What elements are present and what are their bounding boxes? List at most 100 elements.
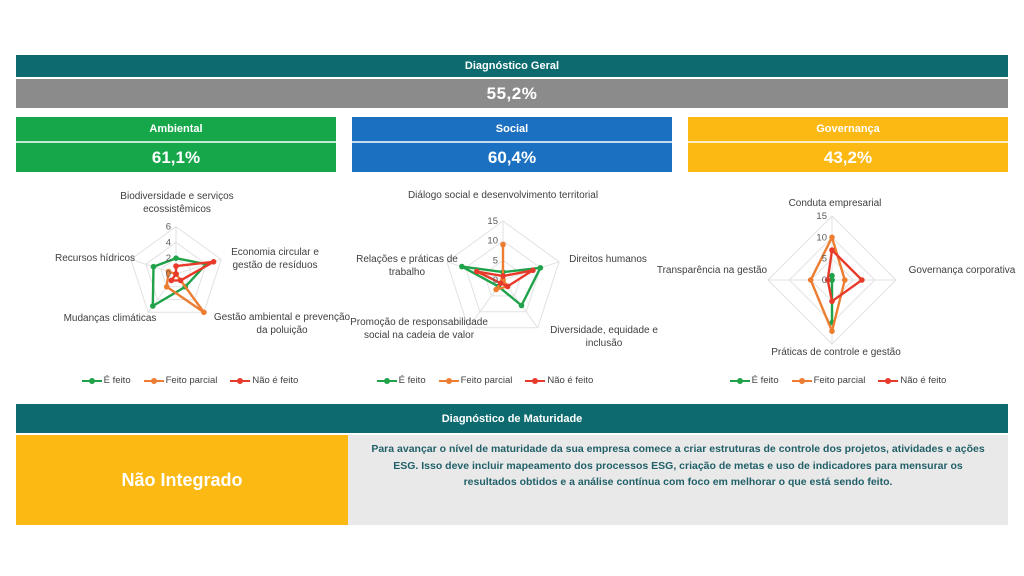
data-point	[493, 286, 499, 293]
data-point	[829, 247, 835, 253]
data-point	[829, 277, 835, 283]
axis-label: Práticas de controle e gestão	[771, 347, 901, 358]
category-title: Governança	[816, 123, 880, 135]
axis-label: Economia circular e gestão de resíduos	[231, 247, 319, 271]
maturity-level-box: Não Integrado	[16, 435, 348, 525]
legend-marker-icon	[438, 376, 459, 385]
data-point	[210, 259, 217, 265]
axis-label: Direitos humanos	[569, 254, 647, 265]
data-point	[504, 283, 511, 290]
radar-chart-governança: 0 5 10 15 Conduta empresarial Governança corp…	[657, 186, 1024, 396]
legend-item: É feito	[729, 375, 779, 386]
data-point	[173, 271, 179, 277]
data-point	[842, 277, 848, 283]
data-point	[173, 255, 179, 261]
axis-label: Gestão ambiental e prevenção da poluição	[213, 312, 351, 336]
series-line-2	[475, 269, 535, 288]
general-score-value: 55,2%	[486, 83, 538, 103]
legend-item: É feito	[81, 375, 131, 386]
tick-label: 15	[487, 216, 498, 227]
data-point	[177, 277, 184, 284]
legend-marker-icon	[230, 376, 251, 385]
legend-label: Feito parcial	[165, 375, 218, 386]
legend-label: É feito	[103, 375, 131, 386]
axis-label: Conduta empresarial	[788, 198, 882, 209]
grid-ring	[465, 240, 541, 313]
category-score: 61,1%	[151, 148, 201, 167]
chart-legend: É feito Feito parcial Não é feito	[70, 375, 310, 386]
data-point	[497, 280, 504, 286]
data-point	[829, 298, 835, 305]
axis-label: Recursos hídricos	[54, 253, 136, 264]
tick-label: 2	[166, 253, 171, 264]
axis-label: Diversidade, equidade e inclusão	[550, 325, 658, 349]
card-divider	[688, 141, 1008, 143]
tick-label: 0	[822, 275, 827, 286]
legend-item: Não é feito	[525, 375, 593, 386]
axis-label: Diálogo social e desenvolvimento territo…	[407, 190, 599, 201]
data-point	[173, 263, 179, 269]
data-point	[829, 272, 835, 279]
legend-marker-icon	[143, 376, 164, 385]
category-title: Ambiental	[149, 123, 203, 135]
tick-label: 6	[166, 222, 171, 233]
radar-plot-area: 0 5 10 15	[446, 216, 560, 329]
radar-chart-ambiental: 0 2 4 6 Biodiversidade e serviços ecossistêm…	[16, 186, 350, 396]
radar-plot-area: 0 2 4 6	[130, 222, 222, 316]
legend-item: Feito parcial	[791, 375, 866, 386]
grid-ring	[130, 225, 222, 313]
axis-label: Biodiversidade e serviços ecossistêmicos	[120, 191, 234, 215]
legend-item: Feito parcial	[438, 375, 512, 386]
legend-marker-icon	[729, 376, 750, 385]
axis-label: Governança corporativa	[908, 265, 1016, 276]
legend-label: Feito parcial	[813, 375, 866, 386]
axis-label: Relações e práticas de trabalho	[356, 254, 458, 278]
legend-marker-icon	[376, 376, 397, 385]
maturity-header-bar: Diagnóstico de Maturidade	[16, 404, 1008, 433]
category-card-ambiental: Ambiental 61,1%	[16, 117, 336, 172]
maturity-title: Diagnóstico de Maturidade	[441, 412, 583, 425]
axis-label: Promoção de responsabilidade social na c…	[350, 317, 488, 341]
general-score-bar: 55,2%	[16, 79, 1008, 108]
data-point	[500, 241, 506, 248]
grid-ring	[160, 257, 192, 288]
card-divider	[16, 141, 336, 143]
legend-label: Não é feito	[547, 375, 594, 386]
grid-ring	[145, 241, 207, 301]
data-point	[829, 328, 835, 334]
legend-marker-icon	[525, 376, 546, 385]
data-point	[201, 309, 207, 316]
category-card-governanca: Governança 43,2%	[688, 117, 1008, 172]
chart-legend: É feito Feito parcial Não é feito	[365, 375, 605, 386]
tick-label: 0	[493, 275, 498, 286]
tick-label: 10	[487, 236, 498, 247]
radar-plot-area: 0 5 10 15	[767, 211, 897, 345]
legend-label: É feito	[398, 375, 426, 386]
category-card-social: Social 60,4%	[352, 117, 672, 172]
legend-item: Feito parcial	[143, 375, 218, 386]
data-point	[163, 284, 170, 290]
category-score: 43,2%	[823, 148, 873, 167]
legend-item: Não é feito	[230, 375, 298, 386]
chart-legend: É feito Feito parcial Não é feito	[718, 375, 958, 386]
data-point	[474, 268, 480, 275]
data-point	[518, 302, 525, 309]
legend-marker-icon	[81, 376, 102, 385]
maturity-level-label: Não Integrado	[121, 469, 243, 490]
card-divider	[352, 141, 672, 143]
data-point	[824, 277, 831, 283]
category-title: Social	[495, 123, 529, 135]
legend-marker-icon	[791, 376, 812, 385]
axis-label: Mudanças climáticas	[63, 313, 157, 324]
data-point	[500, 273, 506, 279]
data-point	[807, 277, 814, 283]
data-point	[530, 267, 536, 274]
legend-item: Não é feito	[878, 375, 946, 386]
data-point	[829, 234, 835, 241]
data-point	[537, 265, 544, 271]
data-point	[459, 263, 465, 270]
grid-ring	[483, 259, 523, 297]
legend-label: É feito	[751, 375, 779, 386]
legend-item: É feito	[376, 375, 426, 386]
